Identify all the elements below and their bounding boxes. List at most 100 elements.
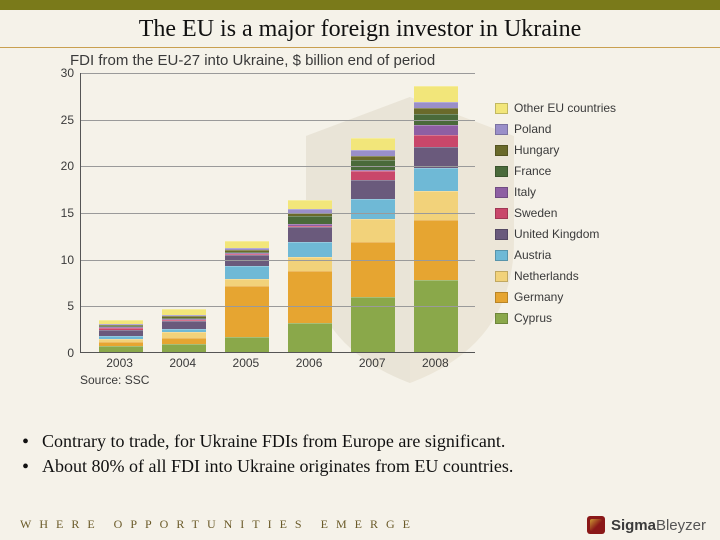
y-axis: 051015202530 (44, 73, 74, 353)
bullet-item: Contrary to trade, for Ukraine FDIs from… (20, 430, 700, 453)
legend-item: United Kingdom (495, 227, 695, 241)
legend-label: Italy (514, 185, 536, 199)
segment-cyprus (414, 280, 458, 352)
legend-swatch (495, 187, 508, 198)
segment-other-eu-countries (414, 86, 458, 102)
bullet-item: About 80% of all FDI into Ukraine origin… (20, 455, 700, 478)
legend-label: Austria (514, 248, 551, 262)
chart-title: FDI from the EU-27 into Ukraine, $ billi… (70, 52, 700, 69)
x-tick-label: 2008 (413, 356, 457, 370)
legend-swatch (495, 103, 508, 114)
segment-other-eu-countries (351, 138, 395, 150)
segment-cyprus (288, 323, 332, 352)
segment-austria (288, 242, 332, 257)
legend-item: Netherlands (495, 269, 695, 283)
brand-shield-icon (587, 516, 605, 534)
legend-item: Germany (495, 290, 695, 304)
top-accent-bar (0, 0, 720, 10)
y-tick-label: 5 (48, 299, 74, 313)
chart-legend: Other EU countriesPolandHungaryFranceIta… (495, 101, 695, 332)
segment-austria (351, 199, 395, 219)
legend-swatch (495, 292, 508, 303)
legend-item: Austria (495, 248, 695, 262)
brand-logo: SigmaBleyzer (587, 516, 706, 534)
y-tick-label: 25 (48, 113, 74, 127)
gridline (81, 260, 475, 261)
legend-swatch (495, 124, 508, 135)
y-tick-label: 0 (48, 346, 74, 360)
y-tick-label: 30 (48, 66, 74, 80)
footer-tagline: WHERE OPPORTUNITIES EMERGE (20, 517, 418, 532)
legend-swatch (495, 208, 508, 219)
segment-france (351, 160, 395, 170)
gridline (81, 166, 475, 167)
legend-label: Cyprus (514, 311, 552, 325)
legend-swatch (495, 271, 508, 282)
gridline (81, 213, 475, 214)
segment-cyprus (351, 297, 395, 352)
legend-item: Hungary (495, 143, 695, 157)
legend-label: Germany (514, 290, 563, 304)
x-tick-label: 2003 (98, 356, 142, 370)
segment-sweden (414, 135, 458, 147)
segment-netherlands (414, 191, 458, 221)
legend-label: France (514, 164, 551, 178)
segment-germany (351, 242, 395, 297)
segment-cyprus (162, 344, 206, 352)
chart-source: Source: SSC (80, 373, 149, 387)
legend-label: Sweden (514, 206, 557, 220)
bar-2008 (414, 86, 458, 352)
segment-germany (288, 271, 332, 323)
slide-title-container: The EU is a major foreign investor in Uk… (0, 10, 720, 48)
slide-title: The EU is a major foreign investor in Uk… (0, 16, 720, 43)
legend-label: Hungary (514, 143, 559, 157)
legend-item: Poland (495, 122, 695, 136)
gridline (81, 306, 475, 307)
x-tick-label: 2006 (287, 356, 331, 370)
legend-item: Italy (495, 185, 695, 199)
segment-cyprus (99, 346, 143, 352)
x-axis-labels: 2003 2004 2005 2006 2007 2008 (80, 356, 475, 370)
bar-2004 (162, 309, 206, 352)
segment-netherlands (351, 219, 395, 242)
segment-other-eu-countries (288, 200, 332, 209)
legend-swatch (495, 145, 508, 156)
segment-sweden (351, 171, 395, 180)
bar-2006 (288, 200, 332, 352)
bullet-list: Contrary to trade, for Ukraine FDIs from… (20, 430, 700, 481)
bar-2005 (225, 241, 269, 352)
x-tick-label: 2004 (161, 356, 205, 370)
gridline (81, 73, 475, 74)
chart-container: FDI from the EU-27 into Ukraine, $ billi… (20, 52, 700, 422)
y-tick-label: 20 (48, 159, 74, 173)
y-tick-label: 15 (48, 206, 74, 220)
segment-united-kingdom (288, 227, 332, 242)
x-tick-label: 2007 (350, 356, 394, 370)
y-tick-label: 10 (48, 253, 74, 267)
segment-germany (414, 220, 458, 280)
segment-austria (225, 266, 269, 279)
segment-austria (414, 168, 458, 191)
brand-text: SigmaBleyzer (611, 517, 706, 534)
legend-item: Cyprus (495, 311, 695, 325)
legend-swatch (495, 166, 508, 177)
segment-united-kingdom (414, 147, 458, 168)
legend-swatch (495, 250, 508, 261)
bar-2007 (351, 138, 395, 352)
legend-label: United Kingdom (514, 227, 599, 241)
bar-2003 (99, 320, 143, 352)
gridline (81, 120, 475, 121)
legend-item: Sweden (495, 206, 695, 220)
legend-swatch (495, 313, 508, 324)
segment-italy (414, 125, 458, 134)
plot-area (80, 73, 475, 353)
legend-swatch (495, 229, 508, 240)
legend-label: Netherlands (514, 269, 579, 283)
segment-united-kingdom (162, 321, 206, 329)
legend-item: France (495, 164, 695, 178)
segment-united-kingdom (351, 180, 395, 199)
legend-label: Poland (514, 122, 551, 136)
x-tick-label: 2005 (224, 356, 268, 370)
segment-cyprus (225, 337, 269, 352)
plot-wrap: 051015202530 200320042005200620072008 So… (20, 73, 700, 393)
